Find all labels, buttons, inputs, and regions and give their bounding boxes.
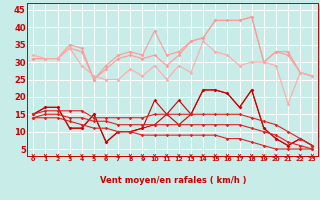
X-axis label: Vent moyen/en rafales ( km/h ): Vent moyen/en rafales ( km/h ) (100, 176, 246, 185)
